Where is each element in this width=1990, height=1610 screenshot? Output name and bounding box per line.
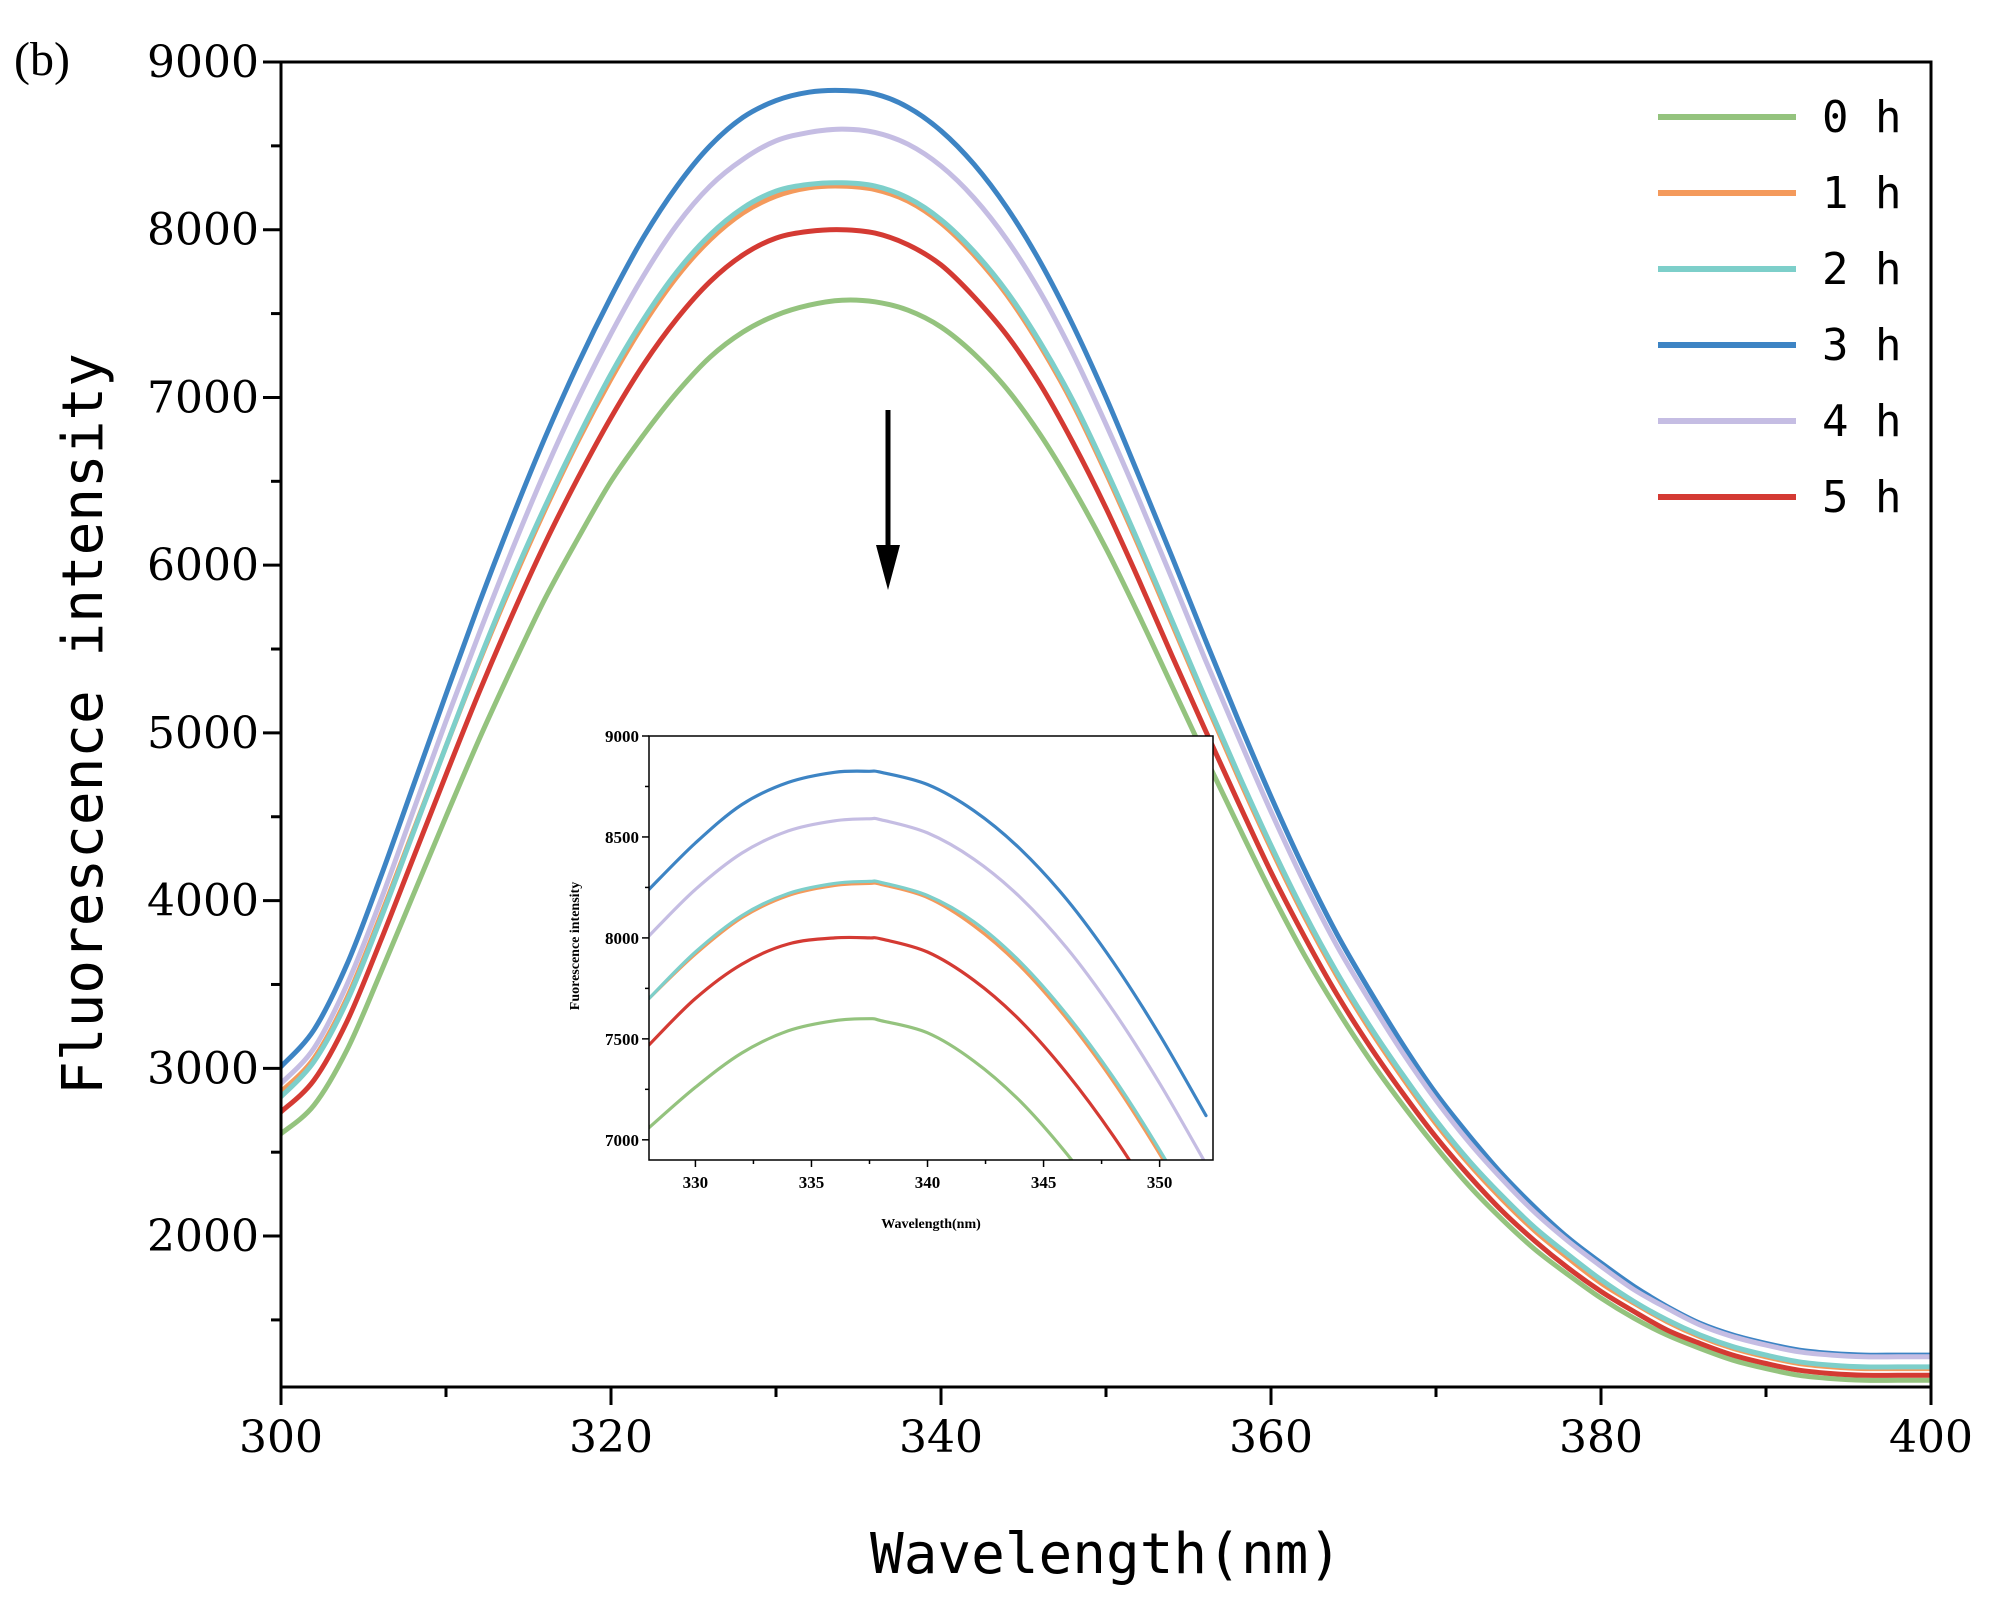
inset-y-tick-label: 7500	[605, 1030, 639, 1049]
inset-x-axis-title: Wavelength(nm)	[881, 1217, 981, 1232]
inset-background	[649, 736, 1213, 1160]
inset-chart: 330 335 340 345 350 7000 7500 8000 8500 9000 Wav…	[568, 727, 1214, 1232]
main-x-axis: 300 320 340 360 380 400	[239, 1387, 1973, 1463]
main-y-tick-label: 9000	[147, 37, 259, 88]
main-x-tick-label: 340	[899, 1412, 983, 1463]
inset-series-line-4h	[649, 816, 1206, 1160]
inset-x-tick-label: 340	[915, 1173, 941, 1192]
main-series-line-5h	[281, 227, 1931, 1378]
main-y-tick-label: 4000	[147, 876, 259, 927]
main-series-line-2h	[281, 180, 1931, 1370]
main-x-tick-label: 320	[569, 1412, 653, 1463]
legend-item-0h: 0 h	[1658, 92, 1901, 143]
main-y-axis-title: Fluorescence intensity	[51, 353, 116, 1095]
main-y-tick-label: 5000	[147, 708, 259, 759]
inset-plot-frame	[648, 735, 1214, 1161]
legend-item-5h: 5 h	[1658, 472, 1901, 523]
legend-item-4h: 4 h	[1658, 396, 1901, 447]
inset-y-axis: 7000 7500 8000 8500 9000	[605, 727, 649, 1150]
legend-label: 3 h	[1822, 320, 1901, 371]
inset-series-line-2h	[649, 879, 1168, 1160]
main-y-tick-label: 2000	[147, 1211, 259, 1262]
main-x-tick-label: 400	[1889, 1412, 1973, 1463]
main-series-line-0h	[281, 297, 1931, 1383]
main-x-tick-label: 380	[1559, 1412, 1643, 1463]
legend-label: 2 h	[1822, 244, 1901, 295]
inset-y-tick-label: 8500	[605, 828, 639, 847]
main-y-tick-label: 8000	[147, 205, 259, 256]
main-x-tick-label: 360	[1229, 1412, 1313, 1463]
inset-x-tick-label: 345	[1031, 1173, 1057, 1192]
inset-series-line-3h	[649, 769, 1208, 1118]
inset-series-line-0h	[649, 1017, 1074, 1160]
legend-label: 0 h	[1822, 92, 1901, 143]
legend-item-2h: 2 h	[1658, 244, 1901, 295]
inset-x-tick-label: 350	[1147, 1173, 1173, 1192]
inset-series-lines	[649, 769, 1208, 1160]
inset-x-tick-label: 330	[683, 1173, 709, 1192]
inset-series-line-1h	[649, 881, 1166, 1160]
legend-label: 5 h	[1822, 472, 1901, 523]
main-series-line-3h	[281, 87, 1931, 1358]
main-y-tick-label: 3000	[147, 1043, 259, 1094]
main-chart: 300 320 340 360 380 400 2000 3000 4000 5000 6000 7…	[51, 37, 1973, 1587]
main-y-tick-label: 6000	[147, 540, 259, 591]
legend-item-1h: 1 h	[1658, 168, 1901, 219]
inset-y-axis-title: Fuorescence intensity	[568, 882, 583, 1010]
legend-item-3h: 3 h	[1658, 320, 1901, 371]
inset-series-line-5h	[649, 935, 1132, 1160]
trend-arrow	[876, 410, 900, 590]
main-plot-frame	[279, 60, 1933, 1389]
main-series-lines	[281, 87, 1931, 1383]
inset-y-tick-label: 9000	[605, 727, 639, 746]
panel-label: (b)	[14, 33, 70, 86]
legend-label: 1 h	[1822, 168, 1901, 219]
main-y-axis: 2000 3000 4000 5000 6000 7000 8000 9000	[147, 37, 281, 1322]
inset-y-tick-label: 8000	[605, 929, 639, 948]
main-series-line-4h	[281, 126, 1931, 1360]
main-x-axis-title: Wavelength(nm)	[870, 1522, 1342, 1587]
main-x-tick-label: 300	[239, 1412, 323, 1463]
main-y-tick-label: 7000	[147, 372, 259, 423]
legend: 0 h 1 h 2 h 3 h 4 h 5 h	[1658, 92, 1901, 523]
inset-x-tick-label: 335	[799, 1173, 825, 1192]
legend-label: 4 h	[1822, 396, 1901, 447]
inset-y-tick-label: 7000	[605, 1131, 639, 1150]
inset-x-axis: 330 335 340 345 350	[683, 1160, 1173, 1192]
